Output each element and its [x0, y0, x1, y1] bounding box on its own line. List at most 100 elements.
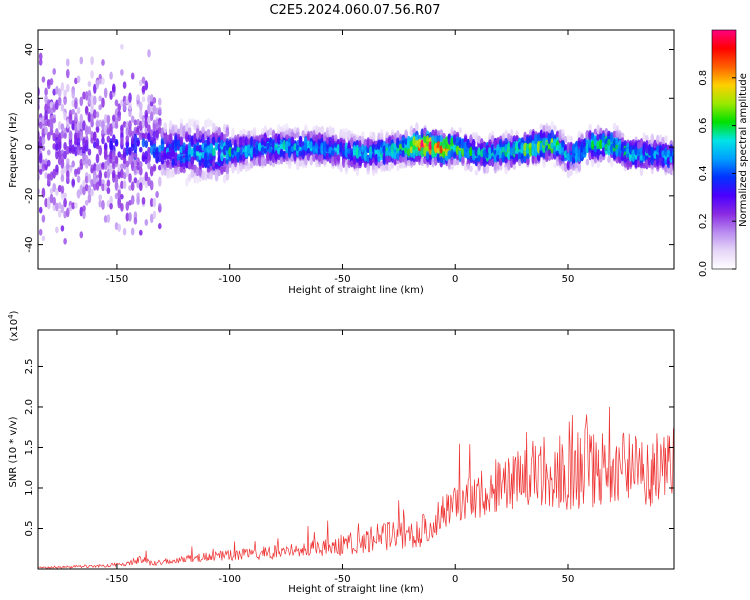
spectrogram-cell — [347, 148, 352, 155]
spectrogram-cell — [112, 160, 116, 170]
spectrogram-cell — [388, 155, 392, 163]
spectrogram-cell — [328, 141, 333, 149]
spectrogram-cell — [195, 155, 200, 162]
spectrogram-cell — [125, 135, 130, 143]
spectrogram-cell — [317, 154, 322, 162]
spectrogram-cell — [385, 155, 389, 165]
spectrogram-cell — [293, 143, 297, 152]
colorbar-tick-label: 0.6 — [698, 118, 709, 134]
spectrogram-cell — [526, 153, 530, 160]
spectrogram-cell — [128, 120, 132, 130]
spectrogram-cell — [231, 137, 235, 145]
spectrogram-cell — [112, 83, 116, 93]
spectrogram-cell — [626, 159, 630, 171]
spectrogram-cell — [136, 94, 140, 101]
spectrogram-cell — [187, 153, 192, 164]
spectrogram-cell — [38, 153, 43, 164]
spectrogram-cell — [74, 122, 78, 133]
spectrogram-cell — [90, 178, 94, 188]
spectrogram-cell — [325, 137, 330, 145]
spectrogram-cell — [149, 213, 154, 224]
spectrogram-cell — [125, 145, 130, 156]
x-tick-label: -150 — [106, 274, 129, 285]
spectrogram-cell — [103, 171, 108, 179]
spectrogram-cell — [201, 126, 205, 134]
spectrogram-cell — [258, 142, 262, 152]
spectrogram-cell — [66, 68, 70, 79]
spectrogram-cell — [569, 135, 573, 143]
spectrogram-cell — [480, 142, 484, 152]
spectrogram-cell — [482, 141, 487, 149]
spectrogram-cell — [47, 159, 51, 167]
spectrogram-cell — [241, 153, 246, 162]
spectrogram-cell — [350, 147, 354, 158]
spectrogram-cell — [82, 152, 86, 162]
spectrogram-cell — [44, 197, 48, 208]
spectrogram-cell — [377, 160, 381, 169]
spectrogram-cell — [84, 139, 89, 148]
spectrogram-cell — [653, 160, 657, 168]
spectrogram-cell — [79, 131, 84, 141]
spectrogram-cell — [301, 159, 306, 166]
spectrogram-cell — [166, 170, 170, 179]
spectrogram-cell — [47, 80, 51, 90]
spectrogram-cell — [44, 87, 48, 97]
spectrogram-cell — [201, 170, 205, 181]
spectrogram-cell — [52, 143, 56, 150]
spectrogram-cell — [112, 118, 116, 129]
spectrogram-cell — [615, 148, 619, 157]
spectrogram-cell — [63, 165, 67, 174]
spectrogram-cell — [596, 148, 600, 156]
spectrogram-cell — [38, 169, 43, 175]
spectrogram-cell — [214, 170, 219, 181]
spectrogram-cell — [342, 130, 346, 139]
x-tick-label: 50 — [562, 274, 575, 285]
spectrogram-cell — [388, 163, 392, 172]
spectrogram-cell — [128, 146, 132, 156]
spectrogram-cell — [158, 223, 162, 230]
spectrogram-cell — [553, 145, 557, 155]
spectrogram-cell — [393, 158, 398, 165]
spectrogram-cell — [436, 152, 441, 162]
spectrogram-cell — [328, 146, 333, 154]
x-tick-label: -50 — [334, 574, 350, 585]
spectrogram-cell — [76, 175, 81, 184]
spectrogram-cell — [47, 119, 51, 127]
spectrogram-cell — [98, 104, 102, 111]
spectrogram-cell — [125, 161, 130, 168]
spectrogram-cell — [128, 101, 132, 111]
spectrogram-cell — [125, 95, 130, 105]
spectrogram-cell — [331, 149, 335, 156]
spectrogram-cell — [496, 161, 500, 170]
spectrogram-cell — [434, 142, 438, 154]
spectrogram-cell — [458, 139, 463, 149]
spectrogram-cell — [312, 146, 316, 154]
spectrogram-cell — [574, 154, 579, 162]
spectrogram-cell — [482, 148, 487, 160]
spectrogram-cell — [415, 140, 419, 148]
spectrogram-cell — [233, 155, 238, 163]
spectrogram-cell — [285, 134, 289, 140]
spectrogram-cell — [109, 71, 113, 80]
spectrogram-cell — [363, 145, 368, 153]
spectrogram-cell — [101, 200, 105, 210]
spectrogram-cell — [63, 132, 67, 139]
spectrogram-cell — [112, 149, 116, 160]
spectrogram-cell — [653, 139, 657, 149]
spectrogram-cell — [117, 196, 121, 206]
spectrogram-cell — [212, 122, 216, 134]
spectrogram-cell — [377, 139, 381, 150]
spectrogram-cell — [293, 152, 297, 162]
spectrogram-cell — [268, 127, 273, 135]
spectrogram-cell — [531, 147, 536, 157]
spectrogram-cell — [63, 237, 67, 245]
spectrogram-cell — [323, 147, 327, 157]
spectrogram-cell — [471, 131, 476, 139]
spectrogram-cell — [87, 193, 92, 204]
spectrogram-cell — [260, 146, 265, 156]
spectrogram-cell — [149, 100, 154, 107]
spectrogram-cell — [76, 188, 81, 199]
spectrogram-cell — [258, 156, 262, 167]
spectrogram-cell — [252, 146, 257, 154]
spectrogram-cell — [158, 108, 162, 115]
